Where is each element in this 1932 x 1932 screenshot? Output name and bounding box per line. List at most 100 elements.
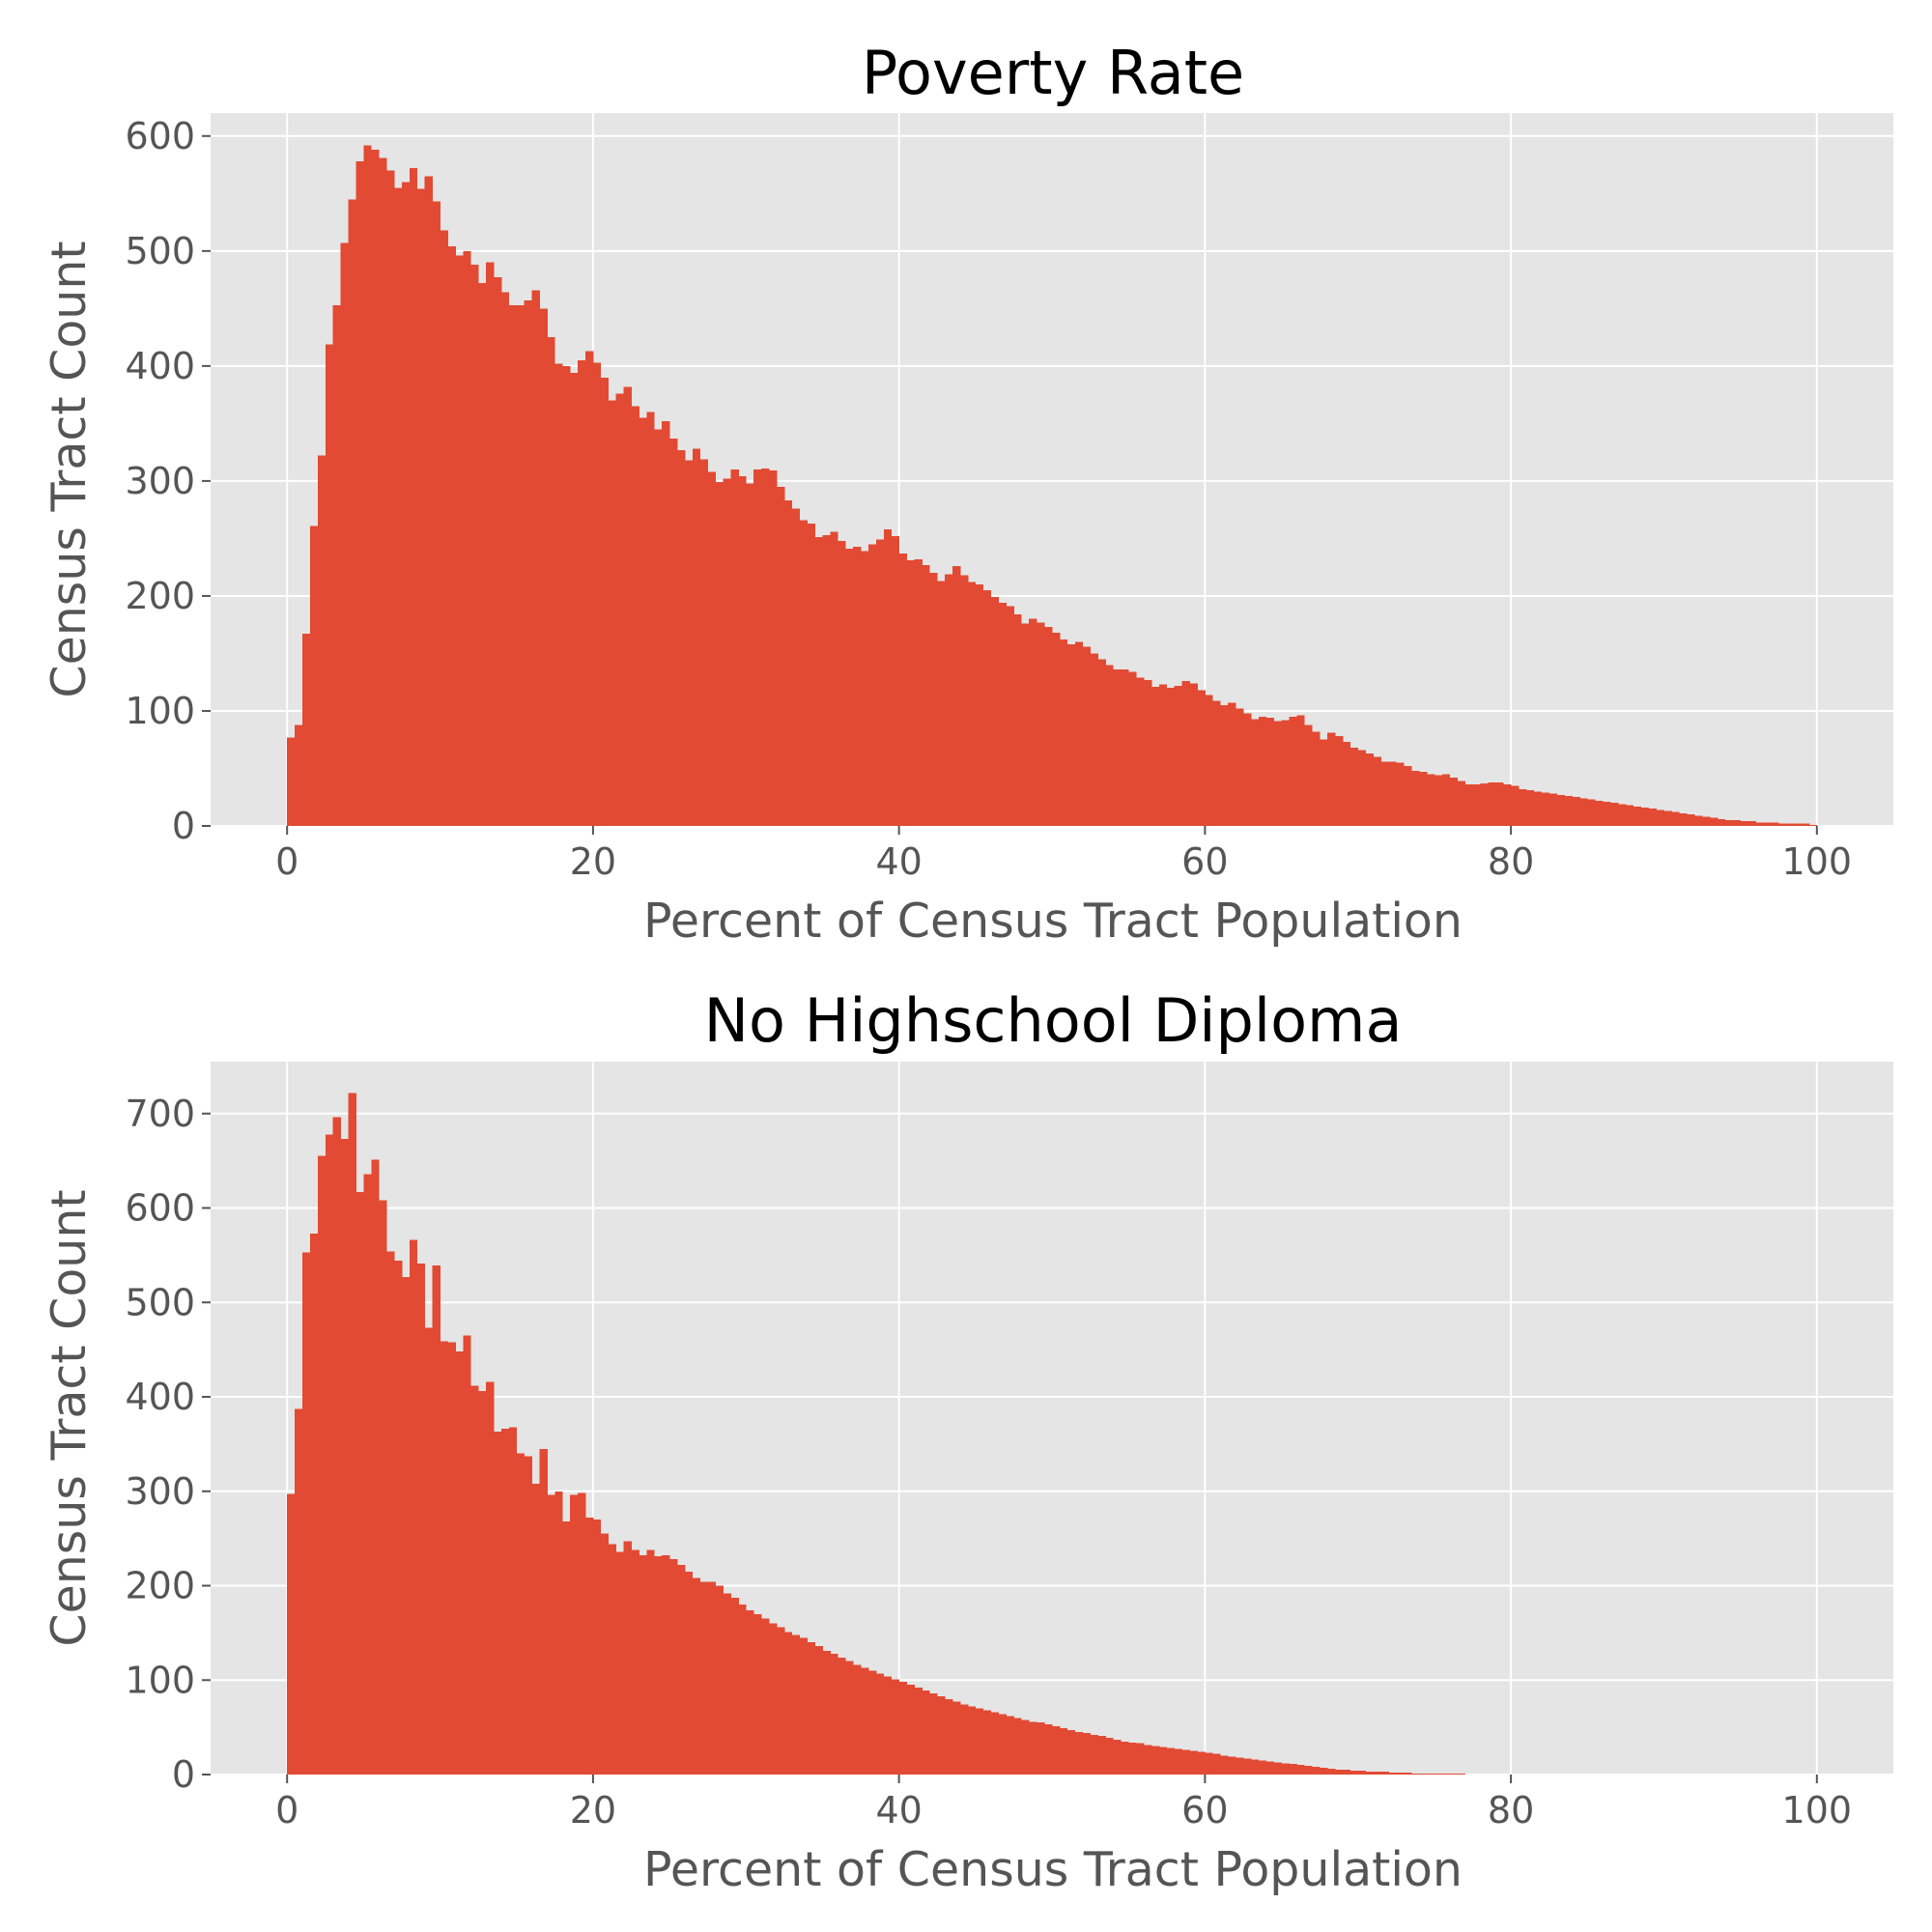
poverty-rate-bar: [814, 537, 823, 826]
poverty-rate-bar: [348, 199, 356, 827]
poverty-rate-bar: [1610, 803, 1619, 826]
poverty-rate-bar: [959, 575, 969, 826]
poverty-rate-bar: [845, 549, 854, 826]
poverty-rate-bar: [906, 560, 915, 826]
no-highschool-diploma-bar: [1320, 1768, 1328, 1775]
poverty-rate-x-tick-label: 0: [275, 840, 298, 883]
poverty-rate-bar: [1511, 785, 1520, 826]
no-highschool-diploma-bar: [1388, 1773, 1397, 1775]
poverty-rate-bar: [539, 308, 548, 826]
no-highschool-diploma-bar: [861, 1667, 869, 1775]
poverty-rate-bar: [1357, 750, 1367, 826]
no-highschool-diploma-bar: [807, 1642, 815, 1775]
no-highschool-diploma-bar: [355, 1191, 364, 1775]
poverty-rate-bar: [570, 373, 579, 826]
no-highschool-diploma-bar: [516, 1453, 526, 1775]
no-highschool-diploma-y-tick-label: 400: [125, 1376, 195, 1418]
poverty-rate-y-tick-label: 300: [125, 460, 195, 502]
poverty-rate-bar: [1342, 742, 1351, 826]
no-highschool-diploma-bar: [371, 1159, 380, 1775]
no-highschool-diploma-bar: [1304, 1766, 1313, 1775]
no-highschool-diploma-bar: [394, 1261, 403, 1775]
poverty-rate-bar: [287, 737, 296, 826]
poverty-rate-bar: [516, 304, 526, 826]
poverty-rate-bar: [578, 359, 586, 826]
no-highschool-diploma-bar: [1082, 1732, 1091, 1775]
no-highschool-diploma-bar: [1289, 1764, 1297, 1775]
poverty-rate-bars: [287, 145, 1818, 827]
poverty-rate-bar: [1181, 681, 1190, 826]
poverty-rate-bar: [371, 150, 380, 826]
no-highschool-diploma-bar: [1242, 1758, 1252, 1775]
poverty-rate-y-tick-label: 500: [125, 230, 195, 272]
poverty-rate-bar: [715, 482, 724, 826]
poverty-rate-bar: [1304, 724, 1313, 826]
no-highschool-diploma-bar: [982, 1710, 992, 1775]
no-highschool-diploma-bar: [914, 1688, 923, 1775]
no-highschool-diploma-bar: [1419, 1774, 1428, 1775]
poverty-rate-bar: [791, 508, 801, 826]
poverty-rate-bar: [1074, 641, 1084, 826]
poverty-rate-bar: [1052, 633, 1061, 826]
poverty-rate-bar: [447, 246, 456, 827]
no-highschool-diploma-bar: [814, 1646, 823, 1775]
poverty-rate-bar: [1396, 762, 1405, 826]
poverty-rate-y-tick-label: 0: [172, 805, 195, 847]
poverty-rate-bar: [401, 182, 411, 826]
poverty-rate-bar: [1105, 665, 1114, 826]
no-highschool-diploma-bar: [922, 1690, 930, 1775]
no-highschool-diploma-bar: [1258, 1760, 1267, 1775]
no-highschool-diploma-bar: [1426, 1774, 1435, 1775]
poverty-rate-bar: [1503, 784, 1512, 826]
no-highschool-diploma-bar: [1220, 1755, 1229, 1775]
poverty-rate-bar: [1525, 790, 1535, 826]
no-highschool-diploma-bar: [1342, 1770, 1351, 1775]
no-highschool-diploma-bar: [486, 1381, 495, 1775]
no-highschool-diploma-bar: [799, 1637, 809, 1775]
no-highschool-diploma-bar: [1158, 1747, 1168, 1775]
no-highschool-diploma-bar: [875, 1673, 885, 1775]
poverty-rate-bar: [317, 455, 327, 826]
no-highschool-diploma-bar: [1166, 1747, 1176, 1775]
no-highschool-diploma-bar: [379, 1200, 387, 1775]
poverty-rate-bar: [1404, 766, 1412, 826]
no-highschool-diploma-bar: [761, 1618, 770, 1775]
no-highschool-diploma-bar: [1021, 1719, 1030, 1775]
no-highschool-diploma-x-tick-label: 40: [875, 1789, 922, 1832]
no-highschool-diploma-bar: [998, 1714, 1007, 1775]
poverty-rate-bar: [470, 265, 479, 827]
poverty-rate-bar: [1519, 788, 1527, 826]
poverty-rate-bar: [1495, 781, 1504, 826]
poverty-rate-bar: [1480, 782, 1489, 826]
poverty-rate-bar: [738, 476, 747, 826]
poverty-rate-bar: [1411, 770, 1420, 826]
no-highschool-diploma-x-tick-label: 60: [1181, 1789, 1228, 1832]
poverty-rate-bar: [1121, 669, 1129, 826]
poverty-rate-bar: [600, 377, 610, 826]
poverty-rate-bar: [1472, 784, 1481, 826]
no-highschool-diploma-bar: [967, 1706, 977, 1775]
no-highschool-diploma-bar: [1013, 1718, 1022, 1775]
no-highschool-diploma-bar: [669, 1559, 678, 1775]
poverty-rate-bar: [822, 534, 831, 826]
no-highschool-diploma-bars: [287, 1093, 1465, 1775]
no-highschool-diploma-bar: [654, 1556, 663, 1775]
no-highschool-diploma-bar: [1151, 1746, 1160, 1775]
no-highschool-diploma-bar: [684, 1571, 694, 1775]
poverty-rate-bar: [1603, 802, 1611, 826]
no-highschool-diploma-bar: [959, 1704, 969, 1775]
no-highschool-diploma-bar: [783, 1632, 793, 1775]
poverty-rate-bar: [1747, 821, 1756, 826]
poverty-rate-bar: [929, 573, 938, 826]
no-highschool-diploma-bar: [1449, 1774, 1459, 1775]
poverty-rate-bar: [891, 536, 900, 826]
no-highschool-diploma-ticks: 0 20 40 60 80 100 0 100 200 300 400 500 600 700: [125, 1093, 1852, 1832]
no-highschool-diploma-bar: [1029, 1721, 1037, 1775]
poverty-rate-bar: [867, 544, 877, 826]
poverty-rate-bar: [654, 429, 663, 826]
no-highschool-diploma-bar: [867, 1670, 877, 1775]
poverty-rate-x-tick-label: 40: [875, 840, 922, 883]
no-highschool-diploma-bar: [531, 1483, 540, 1775]
poverty-rate-bar: [424, 176, 434, 826]
